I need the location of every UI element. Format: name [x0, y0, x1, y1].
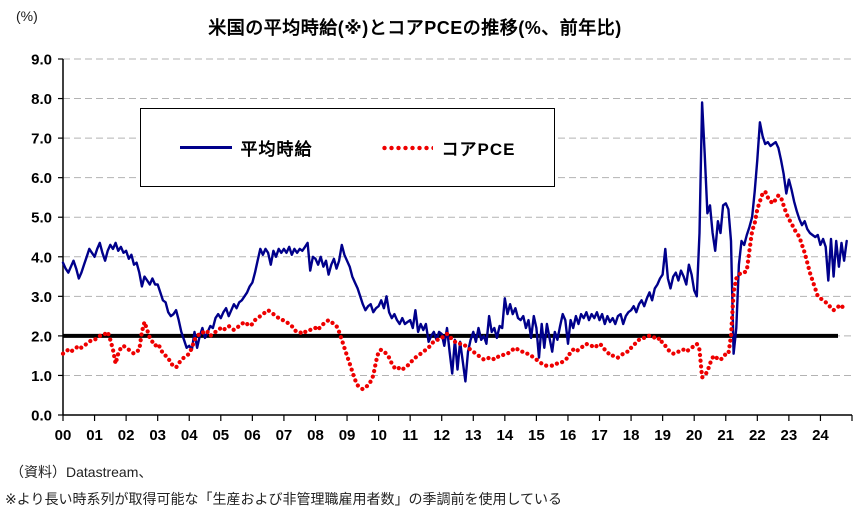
- x-tick-label: 01: [86, 427, 103, 444]
- source-note: （資料）Datastream、: [10, 464, 153, 480]
- x-tick-label: 24: [812, 427, 829, 444]
- y-axis-unit-label: (%): [16, 8, 38, 24]
- y-tick-label: 3.0: [31, 289, 52, 306]
- x-tick-label: 21: [717, 427, 734, 444]
- x-tick-label: 23: [781, 427, 798, 444]
- x-tick-label: 10: [370, 427, 387, 444]
- x-tick-label: 19: [654, 427, 671, 444]
- y-tick-label: 8.0: [31, 91, 52, 108]
- wage-line-sample: [179, 146, 232, 149]
- y-tick-label: 0.0: [31, 408, 52, 425]
- x-tick-label: 18: [623, 427, 640, 444]
- y-tick-label: 4.0: [31, 249, 52, 266]
- chart-title: 米国の平均時給(※)とコアPCEの推移(%、前年比): [208, 18, 622, 38]
- legend-item-wage: 平均時給: [179, 135, 313, 160]
- y-tick-label: 9.0: [31, 52, 52, 69]
- x-tick-label: 17: [591, 427, 608, 444]
- legend-label-corepce: コアPCE: [441, 140, 516, 159]
- definition-note: ※より長い時系列が取得可能な「生産および非管理職雇用者数」の季調前を使用している: [5, 491, 563, 507]
- x-tick-label: 16: [560, 427, 577, 444]
- legend-box: 平均時給 コアPCE: [140, 108, 555, 187]
- x-tick-label: 05: [212, 427, 229, 444]
- x-tick-label: 11: [402, 427, 418, 444]
- x-tick-label: 08: [307, 427, 324, 444]
- x-tick-label: 20: [686, 427, 703, 444]
- y-tick-label: 7.0: [31, 131, 52, 148]
- x-tick-label: 22: [749, 427, 766, 444]
- x-tick-label: 12: [433, 427, 450, 444]
- corepce-series-dotted-line: [60, 189, 847, 392]
- y-tick-label: 1.0: [31, 368, 52, 385]
- y-tick-label: 2.0: [31, 328, 52, 345]
- x-tick-label: 04: [181, 427, 198, 444]
- x-tick-label: 14: [496, 427, 513, 444]
- y-tick-label: 5.0: [31, 210, 52, 227]
- x-tick-label: 03: [149, 427, 166, 444]
- x-tick-label: 09: [339, 427, 356, 444]
- y-tick-label: 6.0: [31, 170, 52, 187]
- legend-label-wage: 平均時給: [240, 140, 313, 159]
- x-tick-label: 02: [118, 427, 135, 444]
- x-tick-label: 07: [276, 427, 293, 444]
- legend-item-corepce: コアPCE: [380, 135, 516, 160]
- x-tick-label: 00: [55, 427, 72, 444]
- x-tick-label: 13: [465, 427, 482, 444]
- x-tick-label: 06: [244, 427, 261, 444]
- x-tick-label: 15: [528, 427, 545, 444]
- corepce-dotted-sample: [380, 144, 433, 151]
